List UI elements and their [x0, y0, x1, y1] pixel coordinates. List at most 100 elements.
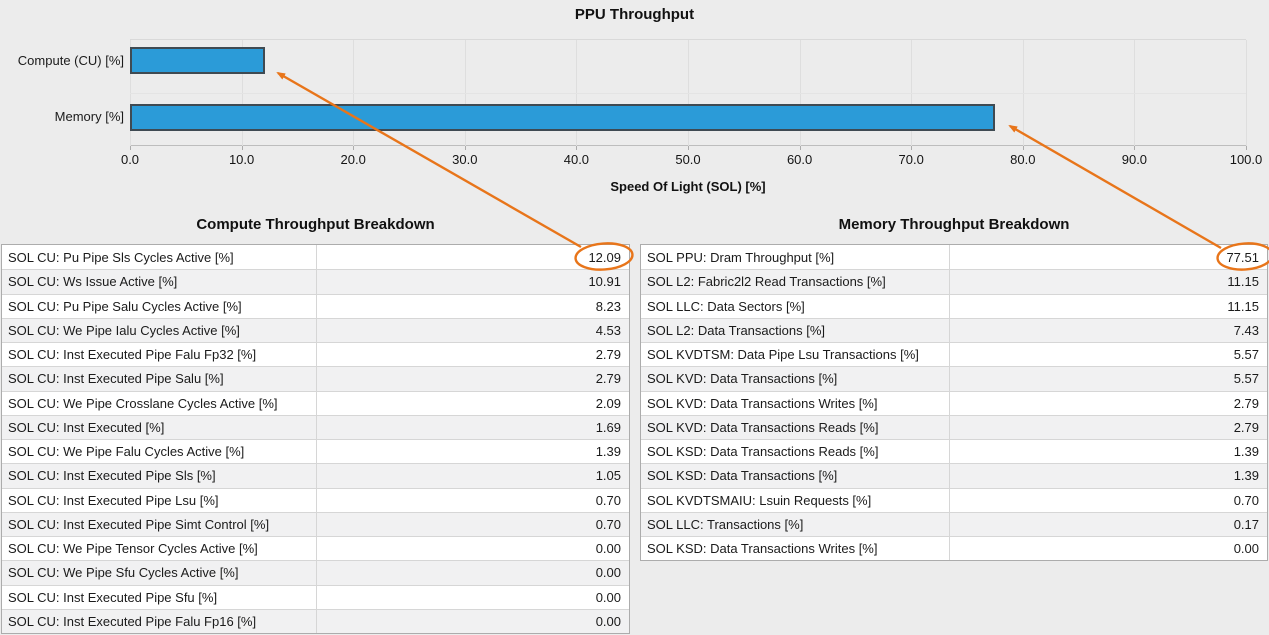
metric-name-cell: SOL KSD: Data Transactions [%]: [641, 464, 950, 488]
table-row[interactable]: SOL KVD: Data Transactions [%] 5.57: [641, 366, 1267, 391]
table-row[interactable]: SOL CU: We Pipe Falu Cycles Active [%] 1.…: [2, 439, 629, 464]
metric-value-cell: 4.53: [595, 322, 621, 338]
table-row[interactable]: SOL KSD: Data Transactions Reads [%] 1.39: [641, 439, 1267, 464]
x-axis-tick-mark: [1246, 146, 1247, 150]
metric-value-cell: 12.09: [588, 249, 621, 265]
x-axis-tick-mark: [576, 146, 578, 150]
metric-name-cell: SOL CU: Ws Issue Active [%]: [2, 270, 317, 294]
table-row[interactable]: SOL CU: We Pipe Sfu Cycles Active [%] 0.0…: [2, 560, 629, 585]
metric-name-cell: SOL CU: Inst Executed Pipe Simt Control …: [2, 512, 317, 536]
metric-value-cell: 77.51: [1226, 249, 1259, 265]
table-row[interactable]: SOL CU: Ws Issue Active [%] 10.91: [2, 269, 629, 294]
metric-value-cell: 1.39: [595, 444, 621, 460]
table-row[interactable]: SOL KVD: Data Transactions Writes [%] 2.7…: [641, 390, 1267, 415]
table-row[interactable]: SOL L2: Fabric2l2 Read Transactions [%] 1…: [641, 269, 1267, 294]
metric-value-cell: 0.00: [595, 613, 621, 629]
metric-value-cell: 0.00: [1233, 541, 1259, 557]
memory-throughput-bar: [130, 104, 995, 131]
table-row[interactable]: SOL CU: Inst Executed Pipe Sls [%] 1.05: [2, 463, 629, 488]
x-axis-tick-mark: [353, 146, 355, 150]
metric-name-cell: SOL KVD: Data Transactions [%]: [641, 367, 950, 391]
table-row[interactable]: SOL CU: We Pipe Tensor Cycles Active [%]…: [2, 536, 629, 561]
bar-chart-plot-area: [130, 39, 1247, 147]
metric-name-cell: SOL CU: Inst Executed Pipe Sls [%]: [2, 464, 317, 488]
metric-value-cell: 0.00: [595, 589, 621, 605]
metric-name-cell: SOL CU: We Pipe Crosslane Cycles Active …: [2, 391, 317, 415]
table-row[interactable]: SOL KSD: Data Transactions Writes [%] 0.0…: [641, 536, 1267, 561]
compute-table-title: Compute Throughput Breakdown: [196, 216, 435, 233]
metric-name-cell: SOL KVDTSMAIU: Lsuin Requests [%]: [641, 488, 950, 512]
metric-name-cell: SOL CU: We Pipe Tensor Cycles Active [%]: [2, 537, 317, 561]
x-axis-tick-mark: [241, 146, 243, 150]
chart-title: PPU Throughput: [574, 6, 695, 23]
x-axis-tick-mark: [799, 146, 801, 150]
metric-value-cell: 10.91: [588, 274, 621, 290]
metric-name-cell: SOL CU: Inst Executed Pipe Lsu [%]: [2, 488, 317, 512]
metric-value-cell: 2.09: [595, 395, 621, 411]
metric-name-cell: SOL KVDTSM: Data Pipe Lsu Transactions […: [641, 343, 950, 367]
metric-name-cell: SOL LLC: Data Sectors [%]: [641, 294, 950, 318]
table-row[interactable]: SOL CU: We Pipe Crosslane Cycles Active …: [2, 390, 629, 415]
x-axis-tick-mark: [911, 146, 913, 150]
x-axis-tick-label: 90.0: [1121, 152, 1148, 167]
metric-name-cell: SOL CU: Inst Executed [%]: [2, 415, 317, 439]
metric-value-cell: 2.79: [1233, 419, 1259, 435]
metric-name-cell: SOL L2: Data Transactions [%]: [641, 318, 950, 342]
metric-value-cell: 2.79: [1233, 395, 1259, 411]
metric-name-cell: SOL CU: We Pipe Falu Cycles Active [%]: [2, 440, 317, 464]
table-row[interactable]: SOL KVDTSMAIU: Lsuin Requests [%] 0.70: [641, 487, 1267, 512]
metric-value-cell: 1.69: [595, 419, 621, 435]
metric-value-cell: 1.39: [1233, 468, 1259, 484]
table-row[interactable]: SOL CU: Inst Executed Pipe Falu Fp32 [%]…: [2, 342, 629, 367]
table-row[interactable]: SOL LLC: Data Sectors [%] 11.15: [641, 293, 1267, 318]
metric-value-cell: 0.00: [595, 541, 621, 557]
band-separator-line: [130, 93, 1246, 94]
table-row[interactable]: SOL CU: Inst Executed Pipe Sfu [%] 0.00: [2, 584, 629, 609]
x-axis-tick-mark: [688, 146, 689, 150]
metric-value-cell: 7.43: [1233, 322, 1259, 338]
metric-name-cell: SOL CU: Inst Executed Pipe Falu Fp16 [%]: [2, 609, 317, 633]
x-axis-tick-label: 50.0: [675, 152, 701, 167]
x-axis-tick-mark: [464, 146, 466, 150]
x-axis-tick-label: 0.0: [120, 152, 140, 167]
x-axis-tick-label: 80.0: [1010, 152, 1036, 167]
table-row[interactable]: SOL CU: Inst Executed Pipe Falu Fp16 [%]…: [2, 608, 629, 633]
x-axis-title: Speed Of Light (SOL) [%]: [610, 179, 766, 194]
table-row[interactable]: SOL PPU: Dram Throughput [%] 77.51: [641, 245, 1267, 270]
table-row[interactable]: SOL CU: Pu Pipe Salu Cycles Active [%] 8.…: [2, 293, 629, 318]
table-row[interactable]: SOL KSD: Data Transactions [%] 1.39: [641, 463, 1267, 488]
metric-name-cell: SOL CU: We Pipe Ialu Cycles Active [%]: [2, 318, 317, 342]
table-row[interactable]: SOL KVDTSM: Data Pipe Lsu Transactions […: [641, 342, 1267, 367]
table-row[interactable]: SOL CU: Inst Executed Pipe Simt Control …: [2, 511, 629, 536]
table-row[interactable]: SOL CU: Inst Executed Pipe Salu [%] 2.79: [2, 366, 629, 391]
table-row[interactable]: SOL KVD: Data Transactions Reads [%] 2.79: [641, 414, 1267, 439]
metric-value-cell: 5.57: [1233, 371, 1259, 387]
table-row[interactable]: SOL CU: We Pipe Ialu Cycles Active [%] 4.…: [2, 317, 629, 342]
x-axis-tick-label: 10.0: [228, 152, 255, 167]
table-row[interactable]: SOL CU: Inst Executed [%] 1.69: [2, 414, 629, 439]
metric-name-cell: SOL LLC: Transactions [%]: [641, 512, 950, 536]
table-row[interactable]: SOL LLC: Transactions [%] 0.17: [641, 511, 1267, 536]
metric-name-cell: SOL CU: Pu Pipe Sls Cycles Active [%]: [2, 245, 317, 270]
table-row[interactable]: SOL L2: Data Transactions [%] 7.43: [641, 317, 1267, 342]
x-axis-tick-label: 70.0: [898, 152, 924, 167]
metric-value-cell: 11.15: [1227, 298, 1259, 314]
metric-name-cell: SOL KSD: Data Transactions Writes [%]: [641, 537, 950, 561]
metric-value-cell: 0.17: [1233, 516, 1259, 532]
metric-name-cell: SOL KVD: Data Transactions Reads [%]: [641, 415, 950, 439]
table-row[interactable]: SOL CU: Pu Pipe Sls Cycles Active [%] 12.…: [2, 245, 629, 270]
metric-value-cell: 0.00: [595, 565, 621, 581]
metric-name-cell: SOL CU: Pu Pipe Salu Cycles Active [%]: [2, 294, 317, 318]
x-axis-tick-label: 100.0: [1229, 152, 1263, 167]
compute-throughput-bar: [130, 47, 265, 74]
x-axis-tick-label: 20.0: [340, 152, 366, 167]
memory-breakdown-table: SOL PPU: Dram Throughput [%] 77.51 SOL L2:…: [640, 244, 1268, 562]
metric-value-cell: 0.70: [1233, 492, 1259, 508]
metric-name-cell: SOL KVD: Data Transactions Writes [%]: [641, 391, 950, 415]
x-axis-tick-mark: [1134, 146, 1136, 150]
metric-name-cell: SOL KSD: Data Transactions Reads [%]: [641, 440, 950, 464]
metric-value-cell: 1.05: [595, 468, 621, 484]
metric-name-cell: SOL L2: Fabric2l2 Read Transactions [%]: [641, 270, 950, 294]
table-row[interactable]: SOL CU: Inst Executed Pipe Lsu [%] 0.70: [2, 487, 629, 512]
x-axis-tick-mark: [1022, 146, 1024, 150]
